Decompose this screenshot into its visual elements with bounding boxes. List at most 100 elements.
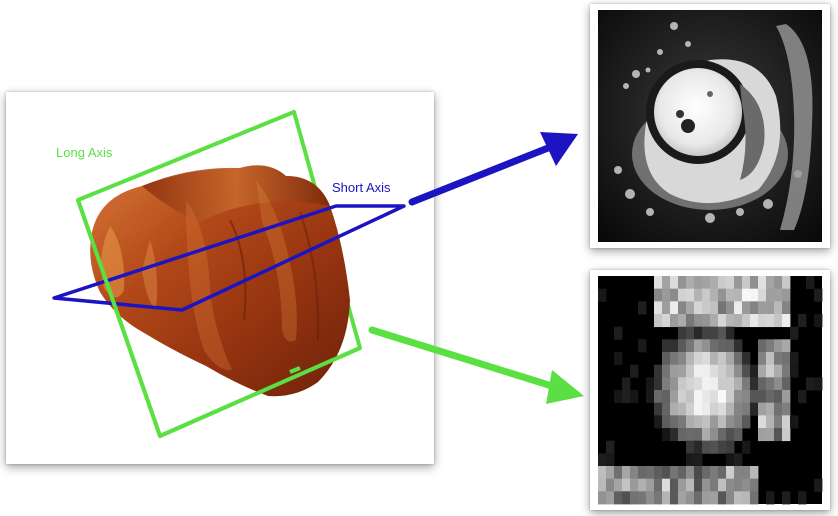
mri-voxel (766, 377, 775, 391)
mri-voxel (814, 314, 823, 328)
mri-voxel (766, 364, 775, 378)
mri-voxel (798, 314, 807, 328)
mri-voxel (670, 352, 679, 366)
mri-voxel (662, 314, 671, 328)
mri-voxel (758, 339, 767, 353)
long-axis-plane-inner-line (289, 366, 301, 374)
mri-voxel (686, 478, 695, 492)
mri-voxel (606, 440, 615, 454)
mri-voxel (694, 428, 703, 442)
mri-voxel (694, 326, 703, 340)
mri-voxel (670, 428, 679, 442)
mri-voxel (662, 288, 671, 302)
mri-voxel (718, 301, 727, 315)
mri-voxel (622, 377, 631, 391)
mri-voxel (670, 288, 679, 302)
mri-voxel (782, 415, 791, 429)
mri-voxel (702, 402, 711, 416)
mri-voxel (718, 478, 727, 492)
mri-voxel (694, 478, 703, 492)
mri-voxel (742, 288, 751, 302)
mri-voxel (718, 491, 727, 505)
mri-voxel (598, 453, 607, 467)
mri-voxel (726, 339, 735, 353)
mri-voxel (686, 288, 695, 302)
mri-voxel (758, 402, 767, 416)
mri-voxel (718, 440, 727, 454)
mri-voxel (662, 390, 671, 404)
mri-voxel (766, 314, 775, 328)
mri-voxel (718, 288, 727, 302)
mri-voxel (614, 491, 623, 505)
mri-voxel (638, 478, 647, 492)
mri-voxel (686, 339, 695, 353)
long-axis-mri-panel (590, 270, 830, 510)
mri-voxel (734, 491, 743, 505)
mri-voxel (790, 326, 799, 340)
mri-voxel (726, 491, 735, 505)
mri-voxel (614, 466, 623, 480)
mri-voxel (758, 428, 767, 442)
mri-voxel (678, 428, 687, 442)
mri-voxel (646, 377, 655, 391)
mri-voxel (734, 377, 743, 391)
mri-voxel (686, 377, 695, 391)
mri-voxel (782, 390, 791, 404)
mri-voxel (654, 276, 663, 290)
mri-voxel (782, 377, 791, 391)
mri-voxel (694, 377, 703, 391)
mri-voxel (710, 440, 719, 454)
mri-voxel (694, 440, 703, 454)
mri-voxel (734, 314, 743, 328)
mri-voxel (654, 402, 663, 416)
mri-voxel (718, 415, 727, 429)
mri-voxel (790, 352, 799, 366)
mri-voxel (726, 288, 735, 302)
mri-voxel (694, 288, 703, 302)
mri-voxel (734, 453, 743, 467)
mri-voxel (774, 415, 783, 429)
mri-voxel (742, 415, 751, 429)
mri-voxel (678, 326, 687, 340)
mri-voxel (750, 288, 759, 302)
heart-surface (90, 165, 350, 397)
mri-voxel (766, 276, 775, 290)
mri-voxel (718, 326, 727, 340)
long-axis-mri-image (598, 276, 823, 505)
mri-voxel (726, 428, 735, 442)
mri-voxel (742, 466, 751, 480)
mri-voxel (614, 478, 623, 492)
mri-voxel (774, 339, 783, 353)
mri-voxel (710, 491, 719, 505)
mri-voxel (686, 415, 695, 429)
mri-voxel (606, 491, 615, 505)
mri-voxel (710, 415, 719, 429)
mri-voxel (814, 377, 823, 391)
long-axis-plane-front-edge (76, 199, 162, 437)
mri-voxel (726, 276, 735, 290)
mri-voxel (662, 415, 671, 429)
mri-voxel (614, 326, 623, 340)
mri-voxel (670, 415, 679, 429)
mri-voxel (638, 491, 647, 505)
mri-voxel (678, 364, 687, 378)
mri-voxel (686, 491, 695, 505)
mri-voxel (686, 390, 695, 404)
long-axis-label: Long Axis (56, 145, 113, 160)
mri-voxel (702, 491, 711, 505)
mri-voxel (662, 339, 671, 353)
mri-voxel (750, 466, 759, 480)
mri-voxel (686, 453, 695, 467)
mri-voxel (798, 491, 807, 505)
mri-voxel (734, 428, 743, 442)
mri-voxel (742, 301, 751, 315)
mri-voxel (630, 390, 639, 404)
mri-voxel (726, 301, 735, 315)
mri-voxel (750, 478, 759, 492)
mri-voxel (774, 402, 783, 416)
long-axis-plane-bottom-edge (159, 346, 361, 438)
mri-voxel (654, 314, 663, 328)
mri-voxel (654, 478, 663, 492)
mri-voxel (678, 390, 687, 404)
